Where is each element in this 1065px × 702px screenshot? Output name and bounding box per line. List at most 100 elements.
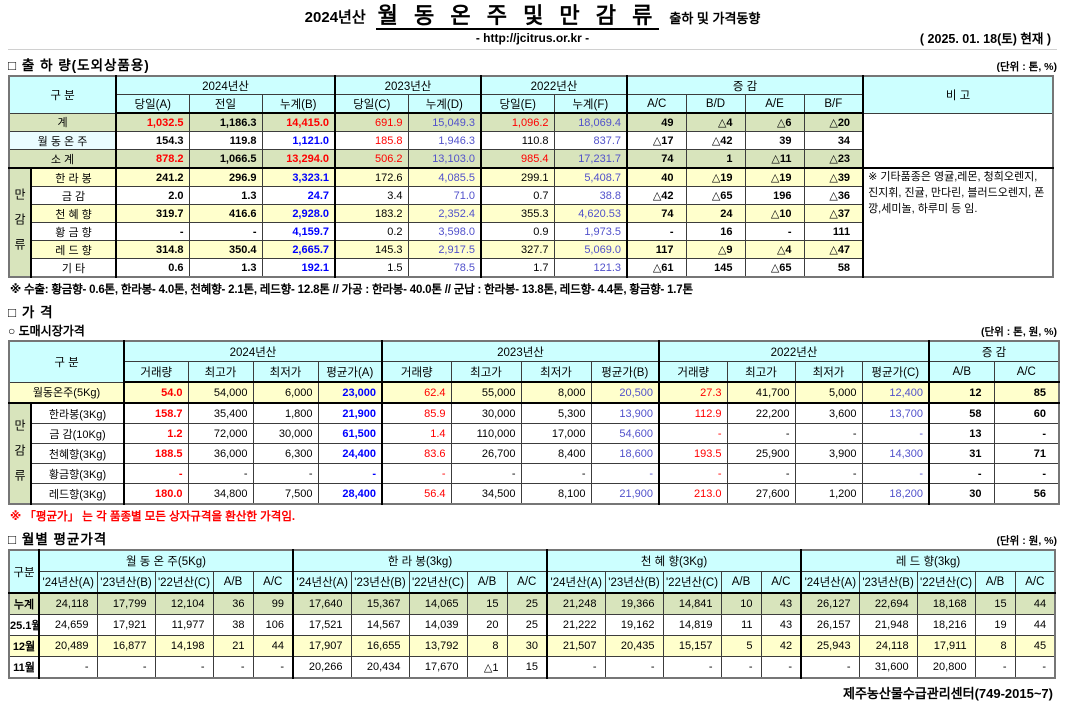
cell: 71 <box>993 443 1060 465</box>
cell: 4,620.53 <box>553 204 629 224</box>
cell: 1,096.2 <box>480 112 555 133</box>
cell: - <box>590 463 661 485</box>
cell: 5,069.0 <box>553 240 629 260</box>
cell: 21,948 <box>858 614 918 637</box>
col-group-change: 증 감 <box>626 75 864 96</box>
cell: 43 <box>760 592 803 616</box>
cell: 44 <box>1014 614 1056 637</box>
cell: 154.3 <box>115 131 190 151</box>
cell: 145.3 <box>334 240 409 260</box>
cell: 83.6 <box>381 443 452 465</box>
cell: △10 <box>744 204 805 224</box>
price-footnote: ※ 「평균가」 는 각 품종별 모든 상자규격을 환산한 가격임. <box>10 511 296 524</box>
col-header: '23년산(B) <box>96 571 156 595</box>
col-header: 당일(E) <box>480 94 555 115</box>
cell: △42 <box>685 131 746 151</box>
cell: 19,162 <box>604 614 664 637</box>
cell: △1 <box>466 656 508 679</box>
cell: 16 <box>685 222 746 242</box>
col-group-2024: 2024년산 <box>123 340 384 363</box>
remark-cell-empty <box>862 112 1054 169</box>
cell: 25 <box>506 614 549 637</box>
cell: 30,000 <box>450 402 522 425</box>
cell: 106 <box>252 614 294 637</box>
monthly-row: 누계 24,118 17,799 12,104 36 99 17,640 15,367 14,0… <box>8 592 1056 616</box>
cell: 1.7 <box>480 258 555 278</box>
cell: 314.8 <box>115 240 190 260</box>
cell: 506.2 <box>334 149 409 169</box>
cell: 55,000 <box>450 381 522 404</box>
cell: 12,104 <box>154 592 214 616</box>
cell: 145 <box>685 258 746 278</box>
cell: 54.0 <box>123 381 189 404</box>
cell: 34 <box>803 131 865 151</box>
cell: △19 <box>685 167 746 188</box>
shipment-unit-label: (단위 : 톤, %) <box>996 61 1057 74</box>
row-label: 월동온주(5Kg) <box>8 381 126 404</box>
cell: 21,507 <box>546 635 606 658</box>
cell: 40 <box>626 167 687 188</box>
cell: 355.3 <box>480 204 555 224</box>
cell: 110.8 <box>480 131 555 151</box>
row-label: 황 금 향 <box>30 222 118 242</box>
cell: 17,921 <box>96 614 156 637</box>
cell: 74 <box>626 149 687 169</box>
price-row: 만감류 한라봉(3Kg) 158.7 35,400 1,800 21,900 85.9 30,… <box>8 402 1060 505</box>
col-header: 거래량 <box>658 361 728 384</box>
row-label: 레 드 향 <box>30 240 118 260</box>
col-group-redhyang: 레 드 향(3kg) <box>800 549 1056 573</box>
col-group-change: 증 감 <box>928 340 1060 363</box>
col-header: '24년산(A) <box>292 571 352 595</box>
cell: 20,500 <box>590 381 661 404</box>
cell: - <box>744 222 805 242</box>
col-header: '22년산(C) <box>916 571 976 595</box>
col-header: A/C <box>506 571 549 595</box>
cell: 27,600 <box>726 483 796 505</box>
row-label: 천혜향(3Kg) <box>30 443 126 465</box>
cell: - <box>726 423 796 445</box>
shipment-footnote: ※ 수출: 황금향- 0.6톤, 한라봉- 4.0톤, 천혜향- 2.1톤, 레… <box>10 284 693 297</box>
cell: - <box>252 463 319 485</box>
cell: - <box>1014 656 1056 679</box>
cell: 20,435 <box>604 635 664 658</box>
cell: 213.0 <box>658 483 728 505</box>
cell: 1,186.3 <box>188 112 263 133</box>
col-header: '23년산(B) <box>350 571 410 595</box>
cell: 49 <box>626 112 687 133</box>
cell: △17 <box>626 131 687 151</box>
cell: 41,700 <box>726 381 796 404</box>
cell: - <box>450 463 522 485</box>
cell: 5,300 <box>520 402 592 425</box>
cell: 20,266 <box>292 656 352 679</box>
group-label-mangam: 만감류 <box>8 167 32 278</box>
col-header: 누계(F) <box>553 94 629 115</box>
cell: 13,294.0 <box>261 149 337 169</box>
cell: 25 <box>506 592 549 616</box>
cell: 1.2 <box>123 423 189 445</box>
cell: 1.3 <box>188 186 263 206</box>
col-header-gubun: 구분 <box>8 549 40 594</box>
cell: 8,100 <box>520 483 592 505</box>
cell: 7,500 <box>252 483 319 505</box>
cell: 17,640 <box>292 592 352 616</box>
cell: - <box>188 222 263 242</box>
cell: 327.7 <box>480 240 555 260</box>
cell: 24,659 <box>38 614 98 637</box>
col-group-2024: 2024년산 <box>115 75 337 96</box>
cell: 0.7 <box>480 186 555 206</box>
cell: 21,900 <box>590 483 661 505</box>
col-header: 당일(A) <box>115 94 190 115</box>
cell: 26,157 <box>800 614 860 637</box>
cell: 111 <box>803 222 865 242</box>
cell: 18,216 <box>916 614 976 637</box>
cell: 14,567 <box>350 614 410 637</box>
cell: 20,800 <box>916 656 976 679</box>
shipment-row: 기 타 0.6 1.3 192.1 1.5 78.5 1.7 121.3 △61 145 △65 58 <box>9 258 1053 278</box>
cell: - <box>252 656 294 679</box>
site-url-link[interactable]: - http://jcitrus.or.kr - <box>475 31 590 46</box>
cell: 319.7 <box>115 204 190 224</box>
cell: 13 <box>928 423 995 445</box>
cell: 1,032.5 <box>115 112 190 133</box>
group-label-mangam: 만감류 <box>8 402 32 505</box>
cell: 74 <box>626 204 687 224</box>
